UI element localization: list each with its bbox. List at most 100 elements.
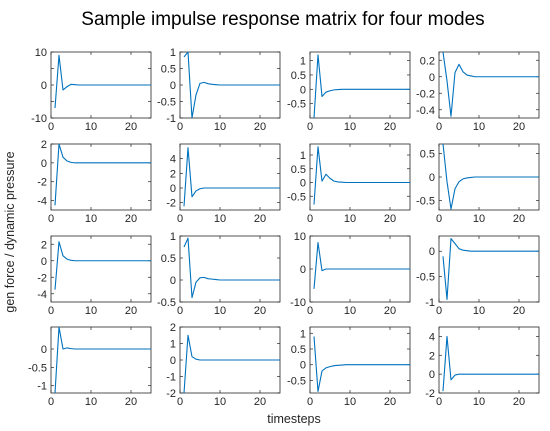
panel-r2c4-xtick-label: 20 (513, 213, 525, 225)
panel-r4c1-xtick-label: 20 (125, 396, 137, 408)
panel-r2c1-frame (50, 143, 152, 211)
panel-r1c1-ytick-label: 0 (41, 80, 47, 92)
panel-r1c4-ytick-label: 0 (429, 72, 435, 84)
panel-r3c4-xtick-label: 20 (513, 305, 525, 317)
panel-r2c1-ytick-label: -4 (37, 196, 47, 208)
panel-r2c3-ytick-label: -0.5 (287, 191, 306, 203)
panel-r4c3-ytick-label: 0 (300, 360, 306, 372)
panel-r2c3-xtick-label: 20 (384, 213, 396, 225)
panel-r3c1-ytick-label: -4 (37, 289, 47, 301)
panel-r3c2-frame (179, 235, 281, 303)
panel-r4c2-ytick-label: 2 (170, 322, 176, 334)
panel-r3c4-xtick-label: 10 (473, 305, 485, 317)
panel-r1c3: 0 10 20-0.500.51 (287, 51, 411, 133)
panel-r1c1-xtick-label: 0 (48, 121, 54, 133)
panel-r4c4-xtick-label: 0 (436, 396, 442, 408)
panel-r2c3: 0 10 20 -0.50 0.5 1 (287, 143, 411, 225)
panel-r1c2-ytick-label: -1 (166, 113, 176, 125)
panel-r2c1-xtick-label: 0 (48, 213, 54, 225)
panel-r4c1-ytick-label: -0.5 (28, 362, 47, 374)
panel-r1c2-xtick-label: 10 (214, 121, 226, 133)
panel-r3c4-frame (438, 235, 540, 303)
panel-r4c3: 0 10 20-0.500.51 (287, 326, 411, 408)
chart-title: Sample impulse response matrix for four … (81, 9, 484, 30)
panel-r4c4-frame (438, 326, 540, 394)
panel-r1c3-frame (309, 51, 411, 119)
panel-r4c2-ytick-label: -1 (166, 372, 176, 384)
panel-r3c3-xtick-label: 20 (384, 305, 396, 317)
panel-r4c1: 0 10 20 -1 -0.5 0 (28, 326, 152, 408)
panel-r4c1-ytick-label: -1 (37, 381, 47, 393)
panel-r4c1-xtick-label: 10 (85, 396, 97, 408)
panel-r3c2-xtick-label: 20 (254, 305, 266, 317)
panel-r3c3-xtick-label: 0 (307, 305, 313, 317)
panel-r2c3-frame (309, 143, 411, 211)
panel-r2c1-ytick-label: 2 (41, 139, 47, 151)
panel-r3c3-ytick-label: -10 (290, 297, 306, 309)
panel-r2c4-xtick-label: 0 (436, 213, 442, 225)
panel-r4c3-xtick-label: 20 (384, 396, 396, 408)
panel-r4c2-xtick-label: 20 (254, 396, 266, 408)
panel-r1c2: 0 10 20-1-0.500.51 (157, 47, 281, 133)
panel-r3c3-ytick-label: 0 (300, 264, 306, 276)
panel-r4c2-ytick-label: -2 (166, 388, 176, 400)
panel-r1c3-ytick-label: 0 (300, 84, 306, 96)
panel-r3c2-ytick-label: 0 (170, 275, 176, 287)
panel-r2c3-ytick-label: 0 (300, 178, 306, 190)
panel-r2c3-series-line (313, 146, 410, 205)
panel-r1c4-ytick-label: -0.4 (416, 105, 435, 117)
panel-r2c4-xtick-label: 10 (473, 213, 485, 225)
panel-r2c1-series-line (54, 144, 151, 206)
panel-r4c2-xtick-label: 0 (177, 396, 183, 408)
panel-r1c3-xtick-label: 20 (384, 121, 396, 133)
panel-r3c1-ytick-label: 2 (41, 239, 47, 251)
panel-r2c3-ytick-label: 1 (300, 150, 306, 162)
panel-r3c4-xtick-label: 0 (436, 305, 442, 317)
panel-r2c2-xtick-label: 0 (177, 213, 183, 225)
panel-r4c3-ytick-label: 0.5 (291, 344, 306, 356)
panel-r1c2-xtick-label: 20 (254, 121, 266, 133)
panel-r3c1-series-line (54, 241, 151, 290)
panel-r3c2-ytick-label: 0.5 (161, 253, 176, 265)
panel-r1c4-xtick-label: 10 (473, 121, 485, 133)
panel-r1c1-xtick-label: 10 (85, 121, 97, 133)
panel-r2c2-ytick-label: 4 (170, 154, 176, 166)
panel-r2c1-xtick-label: 20 (125, 213, 137, 225)
panel-r1c4-ytick-label: 0.2 (420, 55, 435, 67)
panel-r4c3-xtick-label: 10 (344, 396, 356, 408)
panel-r4c1-ytick-label: 0 (41, 344, 47, 356)
panel-r1c2-ytick-label: -0.5 (157, 97, 176, 109)
panel-r3c2: 0 10 20-0.500.51 (157, 231, 281, 317)
panel-r4c4-xtick-label: 20 (513, 396, 525, 408)
panel-r4c2-ytick-label: 0 (170, 355, 176, 367)
panel-r3c2-xtick-label: 10 (214, 305, 226, 317)
panel-r1c3-series-line (313, 54, 410, 118)
panel-r2c1: 0 10 20 -4 -2 0 2 (37, 139, 152, 225)
panel-r2c2-series-line (183, 147, 280, 207)
panel-r4c1-frame (50, 326, 152, 394)
panel-r1c2-ytick-label: 1 (170, 47, 176, 59)
panel-r3c1: 0 10 20 -4 -2 0 2 (37, 235, 152, 317)
panel-r1c1-ytick-label: -10 (31, 113, 47, 125)
panel-r3c1-xtick-label: 0 (48, 305, 54, 317)
panel-r3c1-xtick-label: 20 (125, 305, 137, 317)
panel-r3c3-series-line (313, 242, 410, 289)
panel-r1c1-ytick-label: 10 (35, 47, 47, 59)
panel-r1c4-ytick-label: -0.2 (416, 88, 435, 100)
panel-r3c2-ytick-label: 1 (170, 231, 176, 243)
panel-r4c2-xtick-label: 10 (214, 396, 226, 408)
panel-r3c4-ytick-label: -1 (425, 297, 435, 309)
panel-r2c1-ytick-label: 0 (41, 158, 47, 170)
panel-r4c4-ytick-label: 0 (429, 369, 435, 381)
panel-r2c2-ytick-label: 2 (170, 168, 176, 180)
panel-r3c4-series-line (442, 237, 539, 301)
panel-r2c3-xtick-label: 0 (307, 213, 313, 225)
panel-r1c3-xtick-label: 10 (344, 121, 356, 133)
panel-r4c3-series-line (313, 336, 410, 392)
panel-r2c1-ytick-label: -2 (37, 177, 47, 189)
